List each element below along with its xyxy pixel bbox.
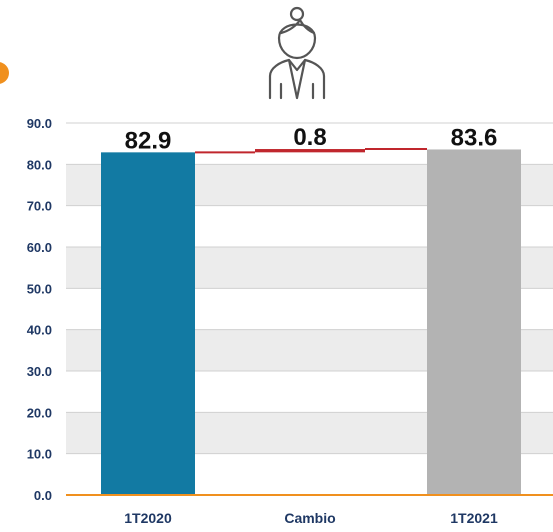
x-tick-label: 1T2020 — [124, 510, 172, 526]
y-tick-label: 90.0 — [27, 116, 52, 131]
y-tick-label: 70.0 — [27, 199, 52, 214]
y-axis-ticks: 0.0 10.0 20.0 30.0 40.0 50.0 60.0 70.0 80.0 90.0 — [27, 116, 52, 503]
bar-1T2021 — [427, 149, 521, 495]
x-axis-labels: 1T2020 Cambio 1T2021 — [124, 510, 498, 526]
bar-cambio — [255, 149, 365, 153]
x-tick-label: 1T2021 — [450, 510, 498, 526]
data-label: 0.8 — [293, 124, 326, 151]
x-tick-label: Cambio — [284, 510, 335, 526]
accent-dot — [0, 62, 9, 84]
y-tick-label: 0.0 — [34, 488, 52, 503]
y-tick-label: 10.0 — [27, 447, 52, 462]
data-label: 83.6 — [451, 124, 498, 151]
bar-1T2020 — [101, 152, 195, 495]
bars — [101, 149, 521, 495]
y-tick-label: 60.0 — [27, 240, 52, 255]
y-tick-label: 20.0 — [27, 405, 52, 420]
y-tick-label: 50.0 — [27, 281, 52, 296]
data-label: 82.9 — [125, 127, 172, 154]
y-tick-label: 30.0 — [27, 364, 52, 379]
data-labels: 82.9 0.8 83.6 — [125, 124, 498, 154]
connectors — [195, 148, 427, 154]
y-tick-label: 40.0 — [27, 323, 52, 338]
y-tick-label: 80.0 — [27, 157, 52, 172]
woman-person-icon — [268, 6, 326, 100]
